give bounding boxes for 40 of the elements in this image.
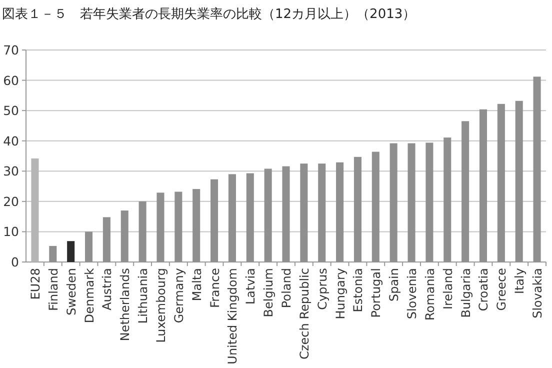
chart-title: 図表１－５ 若年失業者の長期失業率の比較（12カ月以上）（2013） <box>2 6 416 22</box>
y-tick-label: 20 <box>3 194 20 209</box>
x-tick-label: Slovenia <box>405 268 420 320</box>
x-tick-label: United Kingdom <box>226 268 240 364</box>
x-tick-label: Denmark <box>82 268 96 324</box>
y-tick-label: 10 <box>3 224 20 240</box>
x-tick-label: Poland <box>280 268 294 308</box>
x-tick-label: Germany <box>172 268 186 324</box>
y-tick-label: 70 <box>3 42 20 58</box>
x-tick-label: Ireland <box>440 268 455 310</box>
x-tick-label: Netherlands <box>118 268 132 342</box>
x-tick-label: Hungary <box>333 268 348 320</box>
x-tick-label: Finland <box>46 268 60 311</box>
x-tick-label: Luxembourg <box>154 268 168 343</box>
x-tick-label: France <box>208 268 222 308</box>
x-tick-label: Sweden <box>64 268 78 316</box>
x-tick-label: Croatia <box>476 268 491 312</box>
bar <box>67 241 75 262</box>
x-tick-label: Latvia <box>244 268 258 305</box>
y-tick-label: 50 <box>3 103 20 118</box>
y-tick-label: 60 <box>3 72 20 88</box>
y-tick-label: 40 <box>3 133 20 148</box>
x-tick-label: Austria <box>100 268 114 310</box>
x-tick-label: EU28 <box>28 268 42 300</box>
x-tick-label: Spain <box>387 268 402 302</box>
x-tick-label: Romania <box>422 268 437 320</box>
x-tick-label: Estonia <box>351 268 366 312</box>
x-tick-label: Greece <box>494 268 509 311</box>
x-tick-label: Portugal <box>369 268 384 318</box>
x-tick-label: Belgium <box>262 268 276 318</box>
x-tick-label: Malta <box>190 268 204 302</box>
y-tick-label: 30 <box>3 164 20 179</box>
x-tick-label: Slovakia <box>530 268 545 318</box>
y-tick-label: 0 <box>11 254 20 270</box>
x-tick-label: Bulgaria <box>458 268 473 318</box>
bar <box>31 158 39 262</box>
x-tick-label: Czech Republic <box>297 268 312 360</box>
x-tick-label: Italy <box>512 268 527 294</box>
x-tick-label: Lithuania <box>136 268 150 324</box>
x-tick-label: Cyprus <box>315 268 330 310</box>
